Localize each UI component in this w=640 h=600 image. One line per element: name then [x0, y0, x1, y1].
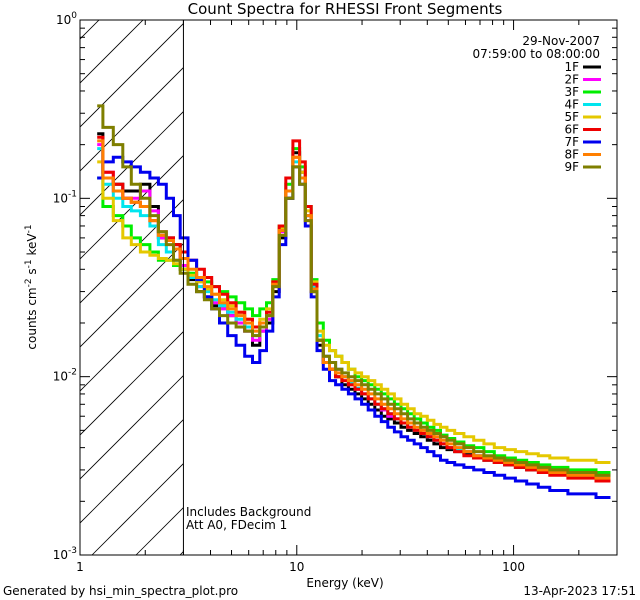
- series-layer: [97, 104, 611, 499]
- hatch-line: [80, 67, 184, 172]
- legend-item-9F: 9F: [564, 160, 601, 174]
- legend-item-3F: 3F: [564, 85, 601, 99]
- hatched-region: [0, 0, 184, 555]
- hatch-line: [80, 199, 184, 304]
- legend-label: 2F: [564, 73, 579, 87]
- legend-item-5F: 5F: [564, 110, 601, 124]
- legend-label: 6F: [564, 123, 579, 137]
- y-tick-label: 10-1: [53, 189, 77, 205]
- legend-item-1F: 1F: [564, 60, 601, 74]
- x-tick-label: 100: [502, 560, 525, 574]
- legend-item-6F: 6F: [564, 123, 601, 137]
- legend-label: 8F: [564, 148, 579, 162]
- series-line-5F: [97, 155, 611, 464]
- legend-label: 3F: [564, 85, 579, 99]
- y-tick-label: 10-2: [53, 368, 77, 384]
- legend-item-7F: 7F: [564, 135, 601, 149]
- x-tick-label: 10: [289, 560, 304, 574]
- legend-label: 1F: [564, 60, 579, 74]
- hatch-line: [80, 243, 184, 348]
- y-tick-labels: 10-3 10-2 10-1 100: [53, 11, 78, 562]
- x-axis-label: Energy (keV): [306, 576, 383, 590]
- series-line-6F: [97, 135, 611, 483]
- series-line-2F: [97, 143, 611, 477]
- footer-timestamp: 13-Apr-2023 17:51: [523, 584, 636, 598]
- y-tick-label: 10-3: [53, 546, 77, 562]
- series-line-9F: [97, 104, 611, 477]
- hatch-line: [0, 0, 80, 555]
- legend-item-4F: 4F: [564, 98, 601, 112]
- plot-frame: [79, 19, 618, 556]
- x-tick-label: 1: [76, 560, 84, 574]
- hatch-line: [80, 287, 184, 392]
- series-line-7F: [97, 155, 611, 499]
- legend-item-8F: 8F: [564, 148, 601, 162]
- footer-generated-by: Generated by hsi_min_spectra_plot.pro: [3, 584, 238, 598]
- hatch-line: [80, 419, 184, 524]
- hatch-line: [80, 375, 184, 480]
- axis-ticks: [79, 20, 618, 556]
- legend-label: 7F: [564, 135, 579, 149]
- series-line-8F: [97, 139, 611, 480]
- hatch-line: [80, 23, 184, 128]
- legend-label: 4F: [564, 98, 579, 112]
- y-axis-label: counts cm-2 s-1 keV-1: [24, 224, 39, 349]
- annotation-background: Includes Background: [186, 505, 311, 519]
- hatch-line: [80, 155, 184, 260]
- chart-title: Count Spectra for RHESSI Front Segments: [188, 0, 503, 18]
- hatch-line: [80, 331, 184, 436]
- legend-label: 9F: [564, 160, 579, 174]
- date-label: 29-Nov-2007: [522, 34, 600, 48]
- legend-label: 5F: [564, 110, 579, 124]
- x-tick-labels: 1 10 100: [76, 560, 525, 574]
- time-range-label: 07:59:00 to 08:00:00: [473, 47, 600, 61]
- legend-item-2F: 2F: [564, 73, 601, 87]
- annotation-attenuator: Att A0, FDecim 1: [186, 518, 287, 532]
- y-tick-label: 100: [56, 11, 77, 27]
- series-line-1F: [97, 132, 611, 480]
